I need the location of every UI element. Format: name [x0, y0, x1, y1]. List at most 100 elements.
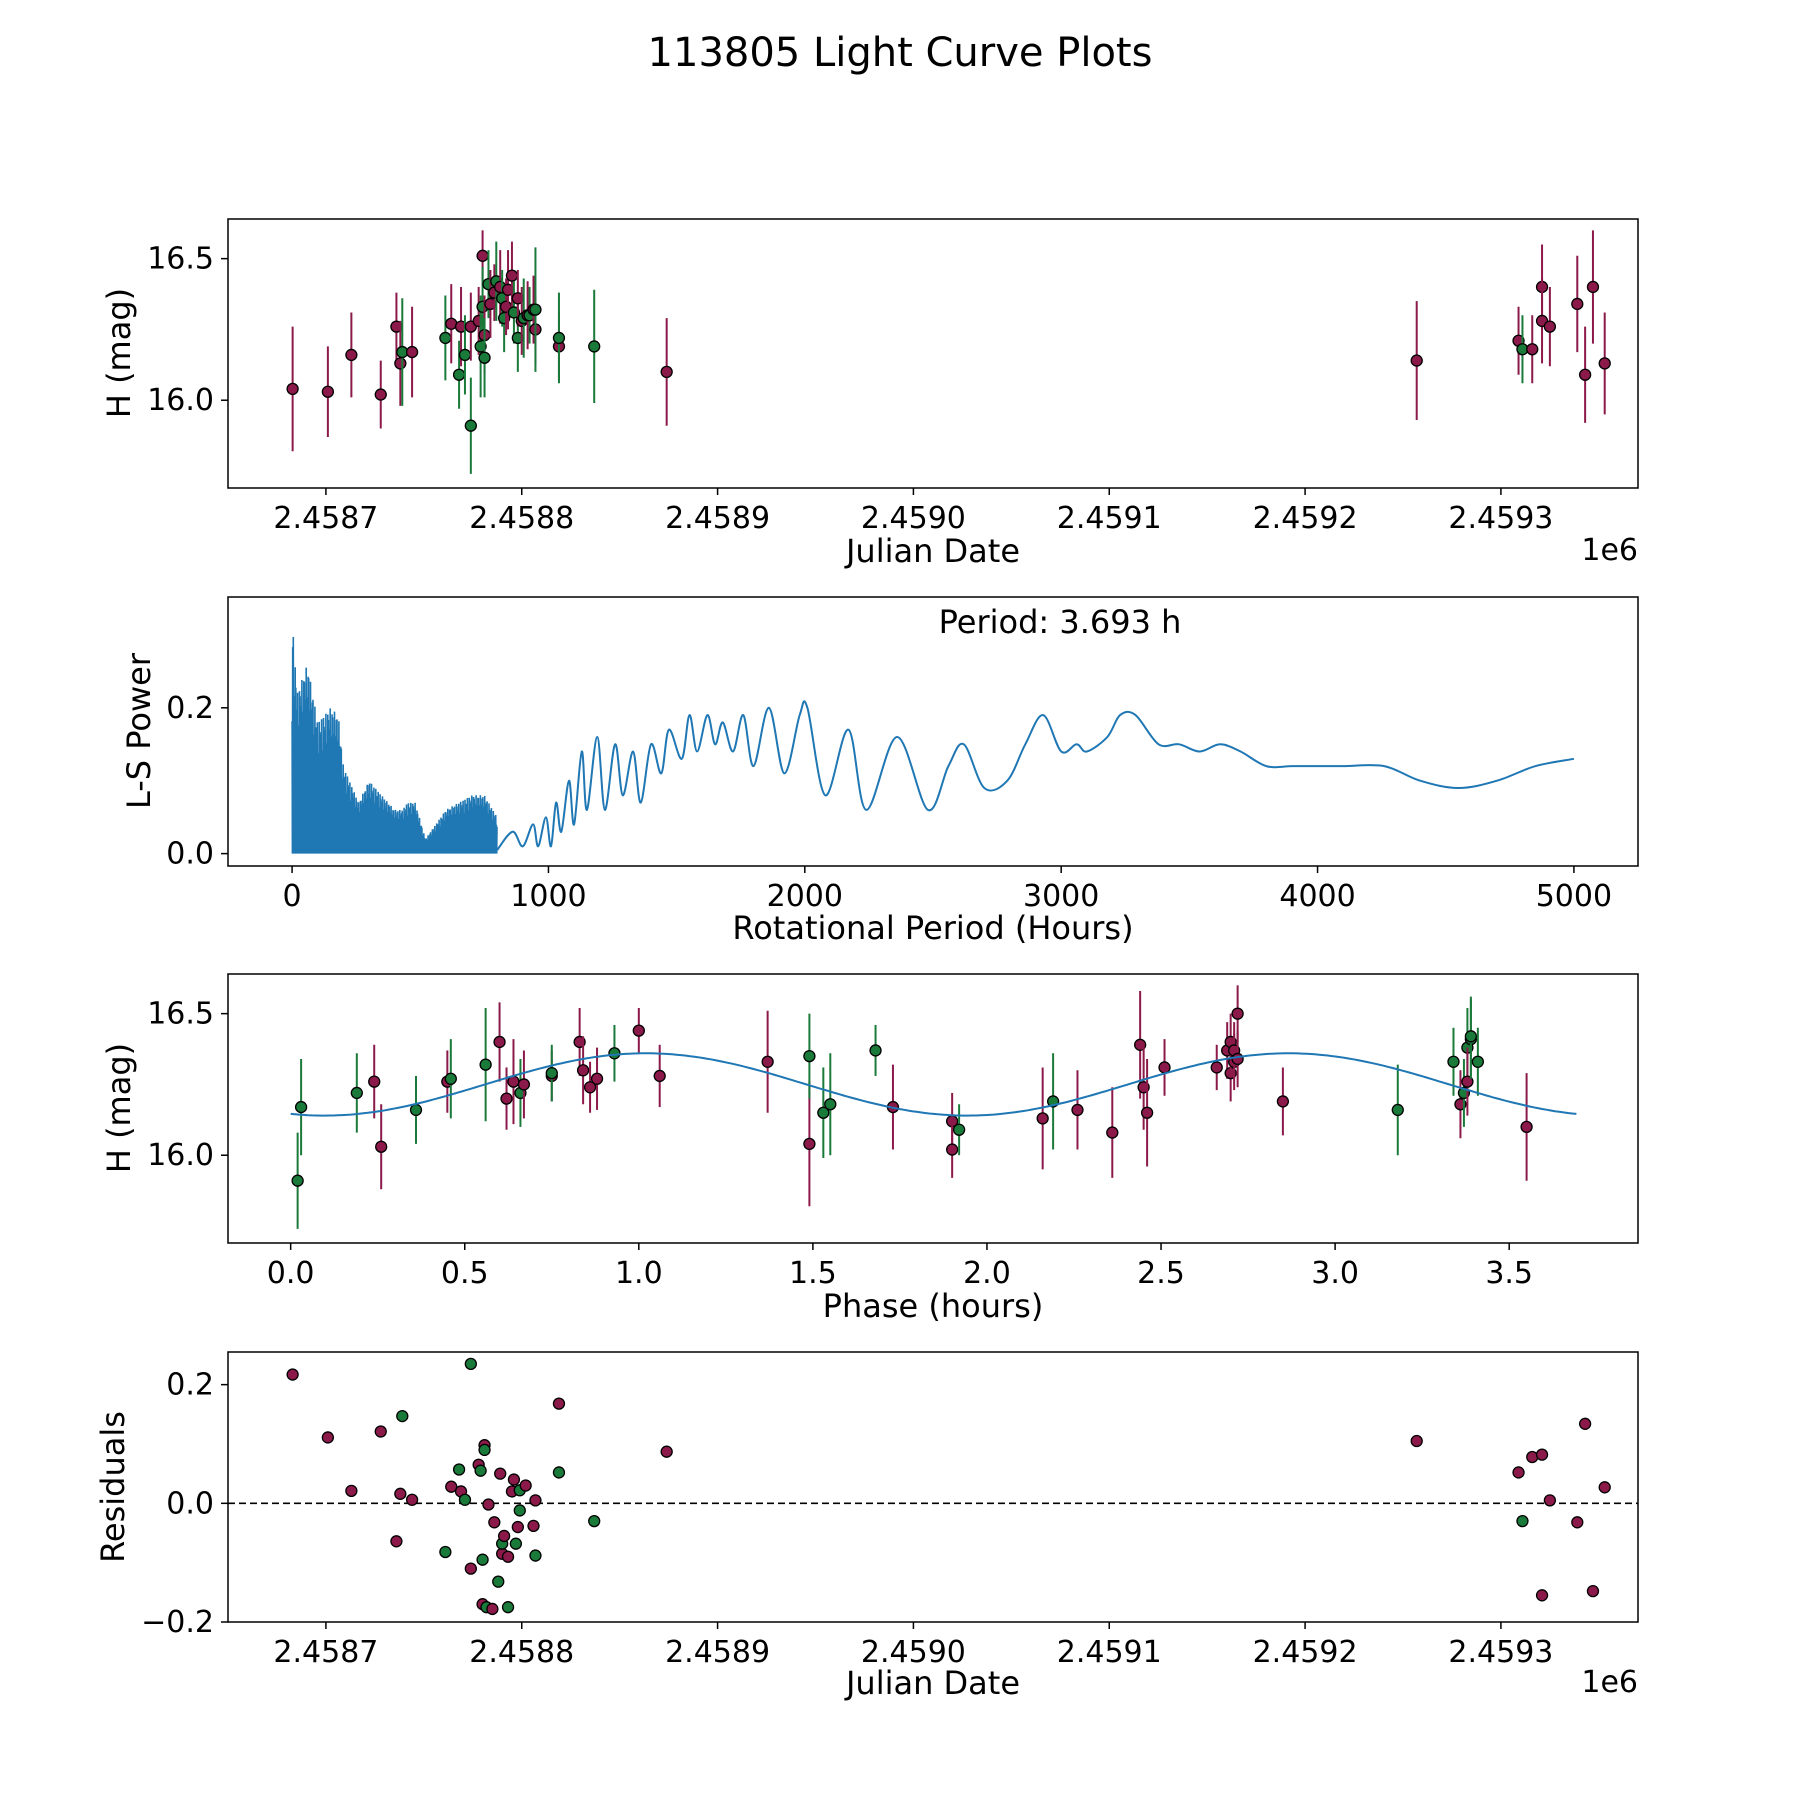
- data-point: [1598, 357, 1611, 370]
- data-point: [1578, 368, 1592, 381]
- periodogram-curve: [496, 700, 1575, 851]
- x-tick-label: 3000: [1023, 879, 1099, 914]
- data-point: [1571, 297, 1584, 311]
- data-point: [405, 345, 419, 359]
- data-point: [1391, 1103, 1404, 1117]
- data-point: [1210, 1061, 1223, 1074]
- data-point: [1410, 354, 1423, 367]
- x-tick-label: 2.4591: [1057, 1635, 1162, 1670]
- data-point: [375, 1140, 388, 1153]
- data-point: [660, 1445, 673, 1458]
- x-tick-label: 2.4589: [665, 1635, 770, 1670]
- data-point: [1586, 1584, 1600, 1598]
- data-point: [517, 1078, 531, 1091]
- y-tick-label: 16.5: [147, 242, 214, 277]
- data-point: [527, 1519, 540, 1533]
- data-point: [1535, 1448, 1549, 1461]
- y-tick-label: 0.2: [166, 1368, 214, 1403]
- data-point: [394, 1487, 407, 1500]
- data-point: [519, 1479, 532, 1492]
- residuals-panel: 2.4587 2.4588 2.4589 2.4590 2.4591 2.4592 2.45…: [94, 1351, 1639, 1702]
- lightcurve-frame: [227, 218, 1639, 489]
- x-tick-label: 0.0: [267, 1256, 315, 1291]
- data-point: [824, 1098, 837, 1111]
- x-tick-label: 2000: [767, 879, 843, 914]
- data-point: [500, 1092, 513, 1105]
- data-point: [869, 1044, 882, 1057]
- data-point: [476, 1553, 489, 1566]
- x-tick-label: 2.4592: [1253, 1635, 1358, 1670]
- x-tick-label: 1.0: [615, 1256, 663, 1291]
- x-tick-label: 2.5: [1137, 1256, 1185, 1291]
- x-tick-label: 2.4587: [273, 501, 378, 536]
- data-point: [374, 1425, 387, 1438]
- data-point: [505, 269, 519, 282]
- x-tick-label: 1.5: [789, 1256, 837, 1291]
- x-tick-label: 3.0: [1311, 1256, 1359, 1291]
- y-tick-label: 0.2: [166, 691, 214, 726]
- data-point: [1464, 1030, 1478, 1043]
- data-point: [501, 1601, 515, 1614]
- x-tick-label: 2.0: [963, 1256, 1011, 1291]
- data-point: [474, 1464, 487, 1477]
- data-point: [660, 365, 673, 379]
- data-point: [761, 1055, 774, 1068]
- x-tick-label: 2.4593: [1448, 501, 1553, 536]
- data-point: [817, 1106, 830, 1119]
- lightcurve-xlabel: Julian Date: [844, 532, 1020, 570]
- x-tick-label: 2.4588: [469, 501, 574, 536]
- y-tick-label: 0.0: [166, 837, 214, 872]
- data-point: [1516, 1514, 1529, 1528]
- x-tick-label: 2.4587: [273, 1635, 378, 1670]
- x-tick-label: 0.5: [441, 1256, 489, 1291]
- data-point: [479, 1058, 492, 1071]
- data-point: [494, 1467, 507, 1480]
- data-point: [945, 1143, 959, 1156]
- data-point: [588, 1514, 601, 1528]
- data-point: [291, 1174, 304, 1187]
- residuals-ylabel: Residuals: [94, 1411, 132, 1563]
- x-tick-label: 2.4591: [1057, 501, 1162, 536]
- data-point: [545, 1066, 558, 1080]
- data-point: [501, 1550, 515, 1563]
- data-point: [458, 348, 472, 362]
- data-point: [590, 1072, 604, 1085]
- data-point: [286, 382, 299, 396]
- data-point: [321, 385, 335, 398]
- period-annotation: Period: 3.693 h: [939, 603, 1182, 641]
- data-point: [952, 1123, 966, 1136]
- data-point: [488, 1516, 501, 1529]
- x-tick-label: 4000: [1279, 879, 1355, 914]
- phased-xlabel: Phase (hours): [823, 1287, 1044, 1325]
- data-point: [321, 1431, 335, 1444]
- data-point: [464, 1357, 477, 1371]
- data-point: [458, 1493, 472, 1506]
- y-tick-label: 0.0: [166, 1486, 214, 1521]
- data-point: [1571, 1516, 1584, 1529]
- data-point: [294, 1100, 308, 1114]
- data-point: [552, 1466, 566, 1479]
- data-point: [507, 1473, 521, 1486]
- data-point: [345, 348, 358, 362]
- x-tick-label: 2.4590: [861, 1635, 966, 1670]
- data-point: [588, 340, 601, 353]
- data-point: [1586, 280, 1600, 294]
- data-point: [497, 1529, 511, 1543]
- data-point: [390, 1535, 403, 1548]
- data-point: [439, 1545, 452, 1559]
- data-point: [507, 306, 521, 319]
- data-point: [803, 1137, 816, 1151]
- data-point: [1461, 1075, 1474, 1088]
- data-point: [492, 1575, 505, 1588]
- lightcurve-offset-label: 1e6: [1581, 533, 1638, 568]
- data-point: [1471, 1055, 1485, 1068]
- periodogram-dense-region: [291, 636, 498, 854]
- x-tick-label: 2.4589: [665, 501, 770, 536]
- data-point: [444, 1072, 457, 1085]
- data-point: [511, 1520, 524, 1534]
- data-point: [1140, 1106, 1154, 1119]
- data-point: [405, 1493, 419, 1506]
- data-point: [1036, 1112, 1049, 1125]
- data-point: [445, 1480, 458, 1493]
- data-point: [608, 1047, 621, 1060]
